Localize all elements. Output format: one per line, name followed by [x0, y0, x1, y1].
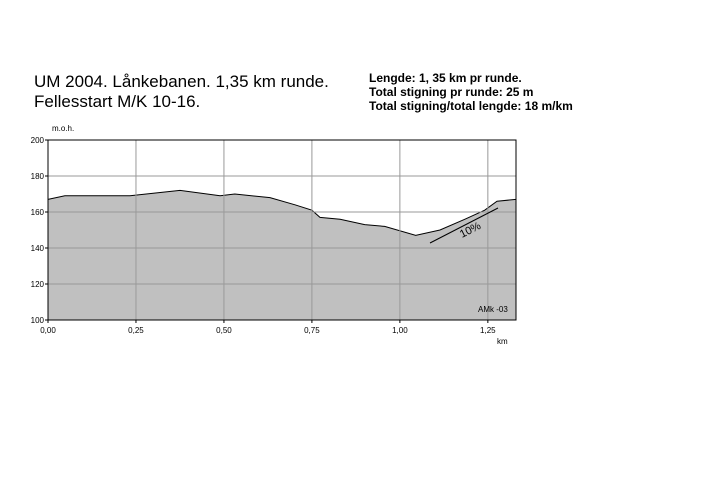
x-tick-label: 1,00 — [392, 326, 408, 335]
title-line: UM 2004. Lånkebanen. 1,35 km runde. — [34, 72, 329, 91]
y-tick-label: 180 — [31, 172, 45, 181]
y-tick-label: 120 — [31, 280, 45, 289]
credit: AMk -03 — [478, 305, 508, 314]
title-line: Fellesstart M/K 10-16. — [34, 92, 200, 111]
x-tick-label: 0,75 — [304, 326, 320, 335]
elevation-area — [48, 190, 516, 320]
y-tick-label: 100 — [31, 316, 45, 325]
y-axis-label: m.o.h. — [52, 124, 74, 133]
info-line: Lengde: 1, 35 km pr runde. — [369, 71, 522, 85]
plot-frame — [47, 139, 517, 321]
y-tick-label: 160 — [31, 208, 45, 217]
x-tick-label: 1,25 — [480, 326, 496, 335]
plot: 100 120 140 160 180 200 0,00 0,25 0,50 0,75 1,00 1,… — [31, 136, 517, 335]
y-tick-label: 200 — [31, 136, 45, 145]
elevation-line — [47, 189, 517, 236]
info-line: Total stigning pr runde: 25 m — [369, 85, 533, 99]
info-line: Total stigning/total lengde: 18 m/km — [369, 99, 573, 113]
x-axis-label: km — [497, 337, 508, 346]
x-tick-label: 0,25 — [128, 326, 144, 335]
y-tick-label: 140 — [31, 244, 45, 253]
x-tick-label: 0,50 — [216, 326, 232, 335]
x-tick-label: 0,00 — [40, 326, 56, 335]
slope-line — [429, 207, 499, 244]
